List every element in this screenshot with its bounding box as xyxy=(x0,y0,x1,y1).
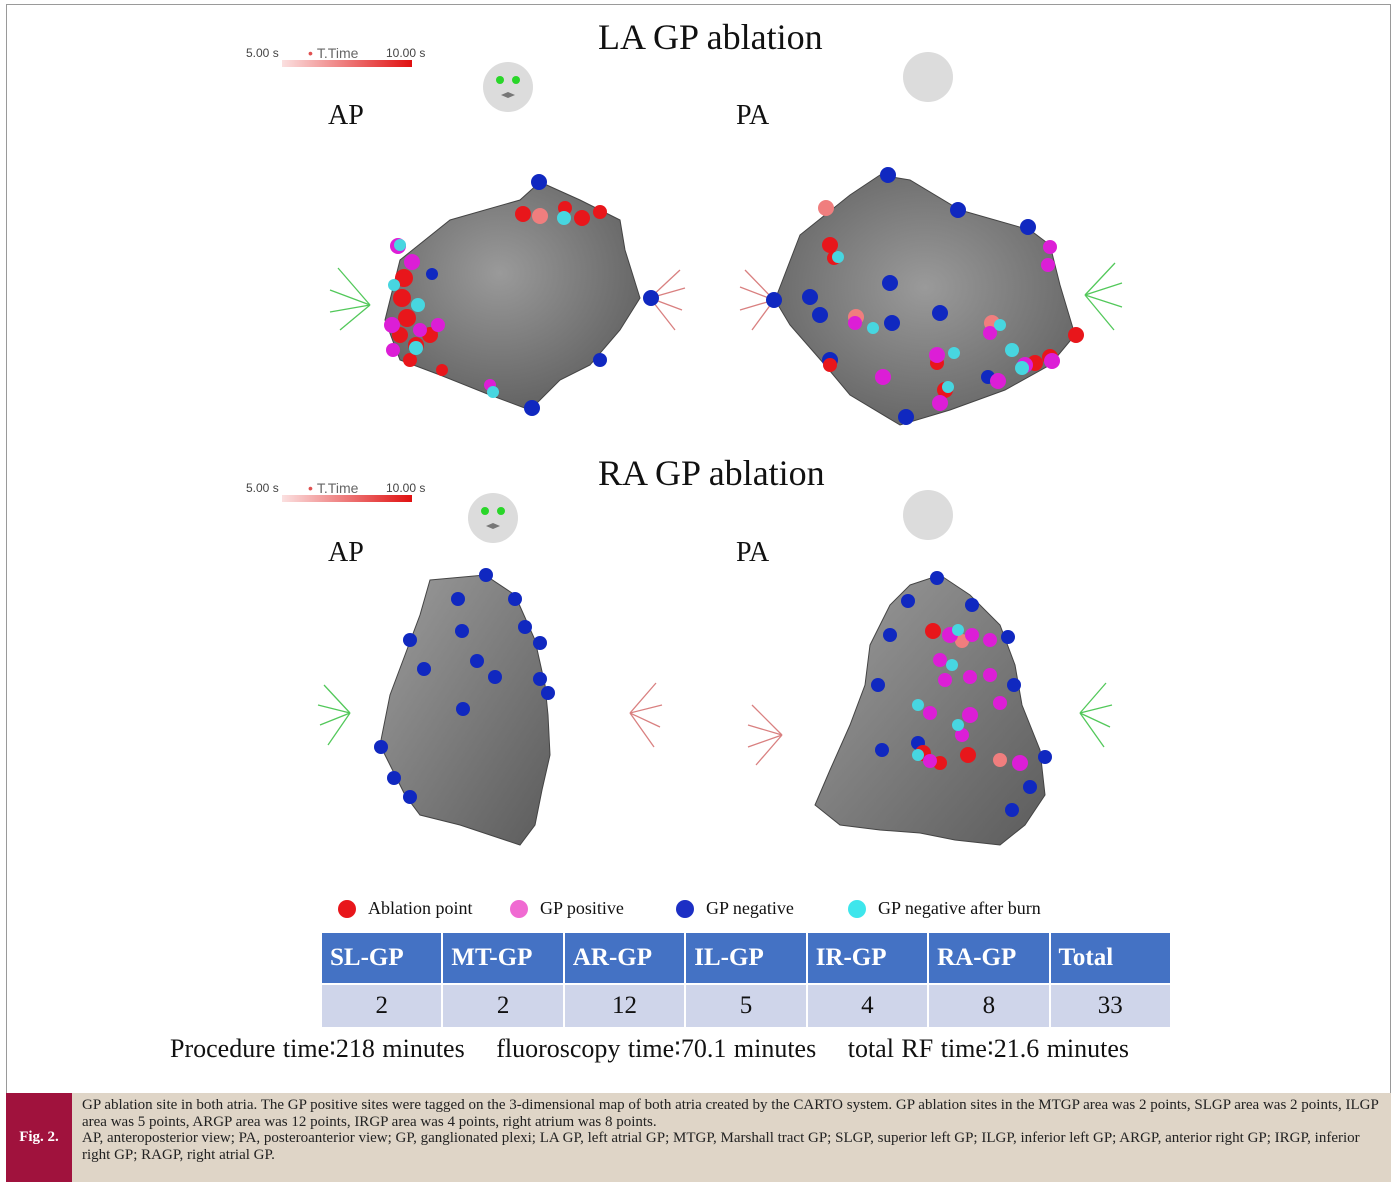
ttime-min: 5.00 s xyxy=(246,46,279,60)
table-row: 2 2 12 5 4 8 33 xyxy=(319,983,1173,1029)
after-burn-markers xyxy=(832,251,1029,393)
table-header-row: SL-GP MT-GP AR-GP IL-GP IR-GP RA-GP Tota… xyxy=(319,931,1173,985)
orientation-head-front-icon xyxy=(483,62,533,112)
table-cell: 8 xyxy=(927,983,1051,1029)
ttime-gradient-bar xyxy=(282,495,412,502)
pink-dot-icon xyxy=(510,899,528,918)
la-section-title: LA GP ablation xyxy=(598,17,823,57)
gp-negative-markers xyxy=(374,568,555,804)
after-burn-markers xyxy=(912,624,964,761)
ra-section-title: RA GP ablation xyxy=(598,453,825,493)
ra-pa-label: PA xyxy=(736,537,770,568)
red-dot-icon xyxy=(338,899,356,918)
gp-count-table: SL-GP MT-GP AR-GP IL-GP IR-GP RA-GP Tota… xyxy=(319,931,1173,1029)
axis-green-icon xyxy=(329,267,371,331)
la-pa-label: PA xyxy=(736,100,770,131)
ttime-min: 5.00 s xyxy=(246,481,279,495)
ra-ap-map xyxy=(317,568,663,846)
fluoroscopy-time: fluoroscopy time∶70.1 minutes xyxy=(496,1034,817,1063)
axis-green-icon xyxy=(1084,262,1123,331)
legend-item-ablation: Ablation point xyxy=(338,898,473,919)
la-ap-map xyxy=(329,174,686,416)
gp-positive-markers xyxy=(848,240,1060,411)
ra-pa-map xyxy=(747,571,1113,846)
total-rf-time: total RF time∶21.6 minutes xyxy=(847,1034,1130,1063)
table-header-cell: IR-GP xyxy=(805,931,930,985)
gp-positive-markers xyxy=(923,627,1028,771)
procedure-time: Procedure time∶218 minutes xyxy=(170,1034,465,1063)
ra-ap-label: AP xyxy=(328,537,364,568)
legend-label: GP positive xyxy=(540,898,624,918)
table-header-cell: SL-GP xyxy=(319,931,444,985)
caption-text-1: GP ablation site in both atria. The GP p… xyxy=(82,1097,1379,1130)
cyan-dot-icon xyxy=(848,899,866,918)
table-cell: 5 xyxy=(684,983,808,1029)
ttime-icon: • xyxy=(308,480,313,496)
la-ttime-scale: 5.00 s • T.Time 10.00 s xyxy=(246,45,446,76)
procedure-times: Procedure time∶218 minutes fluoroscopy t… xyxy=(170,1034,1153,1064)
orientation-head-front-icon xyxy=(468,493,518,543)
legend-item-gp-positive: GP positive xyxy=(510,898,624,919)
ttime-max: 10.00 s xyxy=(386,481,426,495)
axis-red-icon xyxy=(629,682,663,748)
axis-red-icon xyxy=(747,704,783,766)
after-burn-markers xyxy=(388,211,571,398)
ttime-icon: • xyxy=(308,45,313,61)
table-cell: 4 xyxy=(805,983,930,1029)
caption-box xyxy=(6,1093,1391,1182)
figure-caption: GP ablation site in both atria. The GP p… xyxy=(82,1097,1382,1163)
orientation-head-back-icon xyxy=(903,490,953,540)
la-pa-surface xyxy=(774,174,1076,426)
orientation-head-back-icon xyxy=(903,52,953,102)
table-header-cell: RA-GP xyxy=(927,931,1051,985)
ra-ttime-scale: 5.00 s • T.Time 10.00 s xyxy=(246,480,446,511)
ttime-label: • T.Time xyxy=(308,480,359,496)
gp-negative-markers xyxy=(426,174,659,416)
figure-tag: Fig. 2. xyxy=(6,1093,72,1182)
axis-green-icon xyxy=(1079,682,1113,748)
la-ap-surface xyxy=(384,181,641,411)
table-cell: 33 xyxy=(1048,983,1173,1029)
caption-text-2: AP, anteroposterior view; PA, posteroant… xyxy=(82,1130,1360,1163)
table-header-cell: Total xyxy=(1048,931,1173,985)
ttime-gradient-bar xyxy=(282,60,412,67)
la-ap-label: AP xyxy=(328,100,364,131)
la-pa-map xyxy=(739,167,1123,426)
legend-item-after-burn: GP negative after burn xyxy=(848,898,1041,919)
table-cell: 2 xyxy=(319,983,444,1029)
table-header-cell: IL-GP xyxy=(684,931,808,985)
table-header-cell: MT-GP xyxy=(441,931,565,985)
legend-label: GP negative xyxy=(706,898,794,918)
table-header-cell: AR-GP xyxy=(562,931,687,985)
legend-item-gp-negative: GP negative xyxy=(676,898,794,919)
table-cell: 2 xyxy=(441,983,565,1029)
ttime-label: • T.Time xyxy=(308,45,359,61)
ttime-max: 10.00 s xyxy=(386,46,426,60)
legend-label: GP negative after burn xyxy=(878,898,1041,918)
blue-dot-icon xyxy=(676,899,694,918)
table-cell: 12 xyxy=(562,983,687,1029)
legend: Ablation point GP positive GP negative G… xyxy=(330,898,1090,924)
axis-green-icon xyxy=(317,684,351,746)
gp-negative-markers xyxy=(871,571,1052,817)
legend-label: Ablation point xyxy=(368,898,473,918)
